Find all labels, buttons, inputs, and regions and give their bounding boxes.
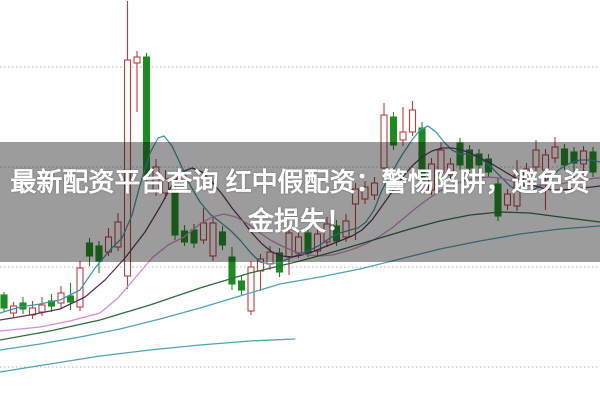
candle-body-up [123,59,132,277]
candle-body-down [95,245,103,262]
candle-body-up [114,221,122,248]
ma-mid-pink [0,176,600,332]
candle-body-up [361,186,369,200]
candle-body-up [133,56,141,64]
candle-body-up [408,109,417,133]
candle-body-down [0,294,8,309]
candle-body-up [446,163,455,176]
candle-body-down [142,56,151,176]
overlay-banner: 最新配资平台查询 红中假配资：警惕陷阱，避免资 金损失！ [0,142,600,262]
candle-body-up [427,163,436,191]
candle-body-up [551,146,559,159]
candle-body-down [47,300,56,307]
candle-body-down [418,127,426,181]
candle-body-down [218,231,227,246]
candle-body-up [199,222,208,241]
candle-body-up [247,266,255,312]
candle-body-down [465,149,474,169]
candle-body-up [380,114,388,169]
candle-body-up [532,149,540,168]
candle-body-up [323,223,331,243]
banner-line-2: 金损失！ [247,206,352,236]
ma-slow-green [0,211,600,341]
candle-body-up [342,220,350,238]
candle-body-up [370,182,379,196]
candle-body-up [579,150,588,165]
candle-body-up [522,168,531,186]
candle-body-down [494,183,502,217]
candle-body-down [589,151,597,173]
candle-body-down [228,256,236,285]
candle-body-down [570,151,578,164]
candle-body-up [161,178,170,194]
candle-body-up [541,154,550,171]
candle-body-up [399,131,407,141]
ma-slowest-teal [0,338,296,373]
candle-body-up [209,222,217,257]
candle-body-down [85,242,94,257]
candle-body-down [171,191,179,236]
candle-body-down [560,148,569,166]
candle-body-up [76,267,84,308]
candle-body-down [66,295,75,303]
candle-body-up [437,149,445,173]
ma-mid-purple [0,147,600,321]
candle-body-up [38,304,46,313]
candle-body-up [313,233,322,252]
candle-body-up [152,166,160,191]
ma-slow-teal [0,225,600,351]
candle-body-down [237,280,246,291]
candle-body-up [503,193,512,206]
candle-body-down [190,229,198,244]
candle-body-up [351,188,360,205]
candle-body-down [389,116,398,146]
banner-line-1: 最新配资平台查询 红中假配资：警惕陷阱，避免资 [10,167,590,197]
